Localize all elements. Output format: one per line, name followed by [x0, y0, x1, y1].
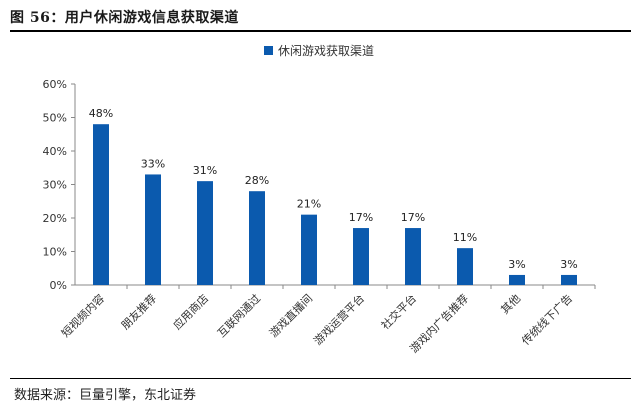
- category-label: 互联网通过: [215, 292, 263, 340]
- bar-series: [93, 124, 577, 285]
- bar: [405, 228, 421, 285]
- figure-header: 图 56：用户休闲游戏信息获取渠道: [10, 4, 631, 32]
- bar: [561, 274, 577, 285]
- y-axis: 0% 10% 20% 30% 40% 50% 60%: [43, 78, 76, 292]
- bar: [301, 214, 317, 285]
- category-label: 传统线下广告: [519, 291, 576, 348]
- category-label: 应用商店: [170, 291, 211, 332]
- figure-title: 图 56：用户休闲游戏信息获取渠道: [10, 10, 239, 26]
- category-label: 游戏直播间: [266, 291, 315, 340]
- y-tick-label: 50%: [43, 112, 67, 125]
- category-label: 短视频内容: [58, 291, 107, 340]
- data-label: 3%: [508, 258, 525, 271]
- data-labels: 48% 33% 31% 28% 21% 17% 17% 11% 3% 3%: [89, 107, 578, 271]
- bar-chart: 休闲游戏获取渠道 0% 10% 20% 30% 40% 50% 60% 48% 33% 31% 2…: [43, 44, 596, 356]
- legend-label: 休闲游戏获取渠道: [278, 44, 374, 58]
- x-axis: [75, 284, 596, 289]
- y-tick-label: 20%: [43, 212, 67, 225]
- bar: [353, 228, 369, 285]
- data-label: 21%: [297, 198, 321, 211]
- bar: [457, 248, 473, 285]
- data-label: 31%: [193, 164, 217, 177]
- y-tick-label: 0%: [50, 279, 67, 292]
- bar: [93, 124, 109, 285]
- data-label: 17%: [401, 211, 425, 224]
- data-label: 28%: [245, 174, 269, 187]
- y-tick-label: 30%: [43, 179, 67, 192]
- category-label: 朋友推荐: [118, 291, 159, 332]
- data-label: 3%: [560, 258, 577, 271]
- bar: [509, 274, 525, 285]
- bar: [145, 174, 161, 285]
- category-label: 游戏运营平台: [311, 291, 368, 348]
- data-label: 11%: [453, 231, 477, 244]
- figure-source: 数据来源：巨量引擎，东北证券: [14, 388, 197, 403]
- chart-legend: 休闲游戏获取渠道: [264, 44, 374, 58]
- data-label: 33%: [141, 157, 165, 170]
- bar: [197, 181, 213, 285]
- footer-rule: [10, 378, 631, 379]
- y-tick-label: 40%: [43, 145, 67, 158]
- data-label: 17%: [349, 211, 373, 224]
- legend-swatch: [264, 46, 273, 55]
- y-tick-label: 10%: [43, 246, 67, 259]
- category-label: 社交平台: [378, 291, 419, 332]
- category-label: 其他: [498, 292, 523, 317]
- y-tick-label: 60%: [43, 78, 67, 91]
- bar: [249, 191, 265, 285]
- data-label: 48%: [89, 107, 113, 120]
